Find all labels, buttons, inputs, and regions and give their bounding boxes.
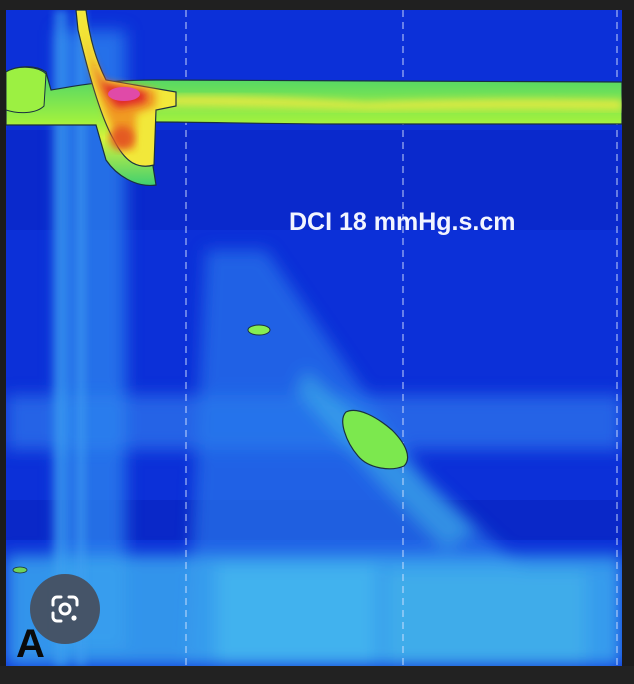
viewer-bottom-bar (0, 666, 634, 684)
dci-annotation: DCI 18 mmHg.s.cm (289, 208, 515, 236)
google-lens-icon (51, 595, 79, 623)
left-band-blob (6, 66, 47, 114)
ues-vertical-streak (54, 10, 86, 666)
panel-letter: A (16, 622, 45, 666)
top-band-highlight (156, 95, 622, 110)
distal-pressure-spot (342, 409, 409, 470)
viewer-top-bar (0, 0, 634, 10)
ues-hot-zone (75, 10, 177, 167)
hrm-pressure-topography-plot: DCI 18 mmHg.s.cm (6, 10, 622, 666)
tiny-edge-spot (12, 566, 28, 574)
small-pressure-spot (247, 324, 271, 336)
google-lens-button[interactable] (30, 574, 100, 644)
